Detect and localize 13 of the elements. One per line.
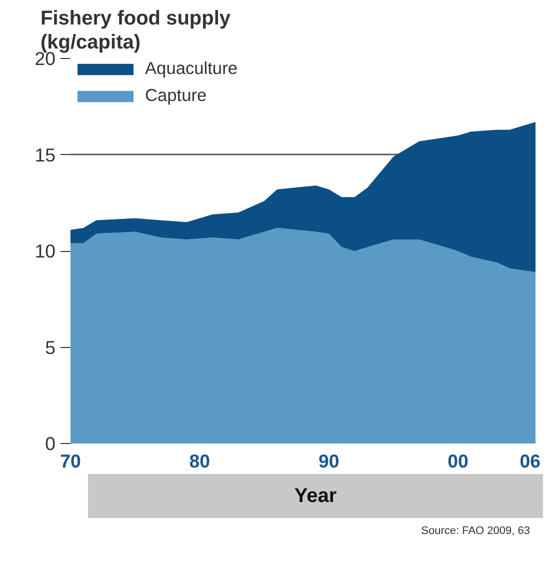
x-tick-label: 80 [189, 450, 210, 472]
legend-label: Capture [145, 85, 207, 106]
source-note: Source: FAO 2009, 63 [421, 524, 530, 539]
x-tick-label: 70 [60, 450, 81, 472]
y-tick-label: 5 [45, 336, 56, 358]
x-axis-title: Year [294, 484, 337, 509]
y-tick-label: 15 [34, 144, 56, 166]
x-tick-label: 06 [520, 450, 541, 472]
y-tick-label: 0 [45, 433, 56, 454]
y-tick-label: 10 [34, 240, 56, 262]
legend-label: Aquaculture [145, 58, 238, 79]
x-tick-label: 90 [318, 450, 340, 472]
x-tick-label: 00 [448, 450, 468, 472]
